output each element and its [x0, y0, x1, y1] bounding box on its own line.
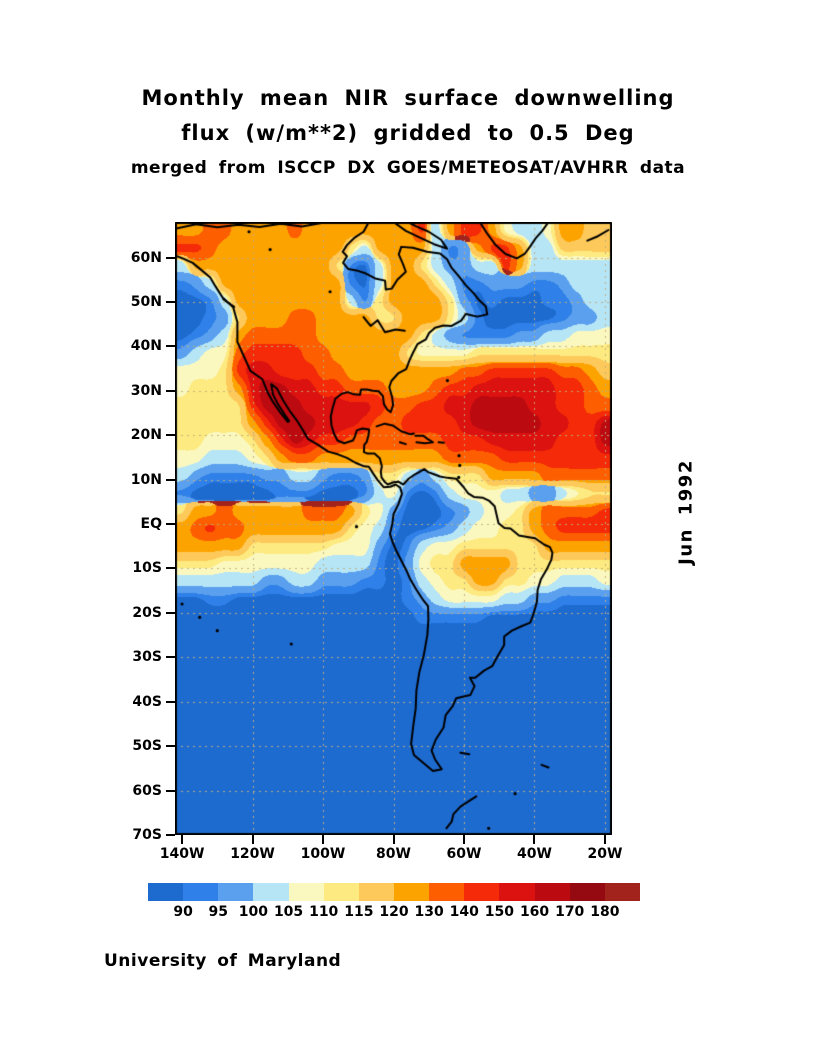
colorbar-tick-label: 130 [414, 904, 444, 920]
colorbar-segment [429, 883, 465, 901]
y-axis-label: EQ [140, 516, 162, 533]
axis-layer: 60N 50N 40N 30N 20N 10N EQ 10S 20S 30S 40S 50S 60S 70… [131, 222, 623, 862]
colorbar-segment [358, 883, 394, 901]
y-axis-tick [166, 745, 175, 748]
y-axis-tick [166, 611, 175, 614]
y-axis-tick [166, 478, 175, 481]
date-label: Jun 1992 [675, 459, 697, 565]
colorbar-segment [253, 883, 289, 901]
x-axis-label: 20W [587, 846, 623, 862]
colorbar-segment [569, 883, 605, 901]
y-axis-tick [166, 256, 175, 259]
colorbar-segment [499, 883, 535, 901]
colorbar-segment [323, 883, 359, 901]
x-axis-tick [533, 835, 536, 844]
x-axis-tick [322, 835, 325, 844]
y-axis-label: 20N [130, 427, 162, 444]
y-axis-label: 40S [132, 693, 162, 710]
title-line-3: merged from ISCCP DX GOES/METEOSAT/AVHRR… [130, 158, 686, 178]
y-axis-label: 60N [130, 249, 162, 266]
y-axis-label: 50S [132, 738, 162, 755]
x-axis-label: 140W [159, 846, 205, 862]
x-axis-tick [181, 835, 184, 844]
colorbar-tick-label: 120 [379, 904, 409, 920]
colorbar-segment [288, 883, 324, 901]
colorbar-segment [464, 883, 500, 901]
y-axis-label: 60S [132, 782, 162, 799]
colorbar-tick-label: 115 [344, 904, 374, 920]
colorbar-tick-label: 110 [309, 904, 339, 920]
y-axis-tick [166, 434, 175, 437]
colorbar-segment [393, 883, 430, 901]
y-axis-label: 40N [130, 338, 162, 355]
colorbar-tick-label: 100 [238, 904, 269, 920]
colorbar-segment [218, 883, 254, 901]
colorbar-segment [183, 883, 219, 901]
colorbar-tick-label: 95 [208, 904, 229, 920]
colorbar-tick-label: 140 [449, 904, 479, 920]
x-axis-tick [392, 835, 395, 844]
x-axis-label: 40W [516, 846, 552, 862]
y-axis-tick [166, 834, 175, 836]
colorbar-tick-label: 105 [273, 904, 304, 920]
colorbar-segment [534, 883, 570, 901]
x-axis-label: 120W [230, 846, 275, 862]
y-axis-tick [166, 656, 175, 659]
y-axis-label: 10N [130, 471, 162, 488]
y-axis-label: 10S [132, 560, 162, 577]
colorbar-segment [148, 883, 184, 901]
y-axis-tick [166, 389, 175, 392]
flux-map-canvas [175, 222, 612, 835]
y-axis-tick [166, 345, 175, 348]
x-axis-tick [603, 835, 606, 844]
x-axis-label: 80W [376, 846, 411, 862]
x-axis-tick [462, 835, 465, 844]
credit-text: University of Maryland [104, 951, 342, 971]
colorbar-tick-label: 90 [173, 904, 193, 920]
y-axis-label: 50N [130, 293, 162, 310]
y-axis-tick [166, 789, 175, 792]
y-axis-tick [166, 700, 175, 703]
x-axis-label: 60W [446, 846, 482, 862]
title-line-1: Monthly mean NIR surface downwelling [141, 86, 675, 110]
y-axis-label: 30S [132, 649, 162, 666]
map-panel: 60N 50N 40N 30N 20N 10N EQ 10S 20S 30S 40S 50S 60S 70… [131, 222, 623, 862]
colorbar [148, 883, 640, 901]
colorbar-tick-label: 160 [519, 904, 550, 920]
y-axis-label: 30N [130, 382, 162, 399]
y-axis-label: 20S [132, 604, 162, 621]
colorbar-tick-label: 170 [555, 904, 585, 920]
x-axis-tick [251, 835, 254, 844]
y-axis-label: 70S [132, 827, 162, 843]
colorbar-segment [604, 883, 640, 901]
colorbar-tick-label: 150 [484, 904, 515, 920]
colorbar-tick-label: 180 [590, 904, 620, 920]
x-axis-label: 100W [300, 846, 346, 862]
y-axis-tick [166, 300, 175, 303]
y-axis-tick [166, 567, 175, 570]
y-axis-tick [166, 523, 175, 526]
title-line-2: flux (w/m**2) gridded to 0.5 Deg [181, 121, 635, 145]
colorbar-labels: 90 95 100 105 110 115 120 130 140 150 160 170 180 [148, 904, 640, 922]
